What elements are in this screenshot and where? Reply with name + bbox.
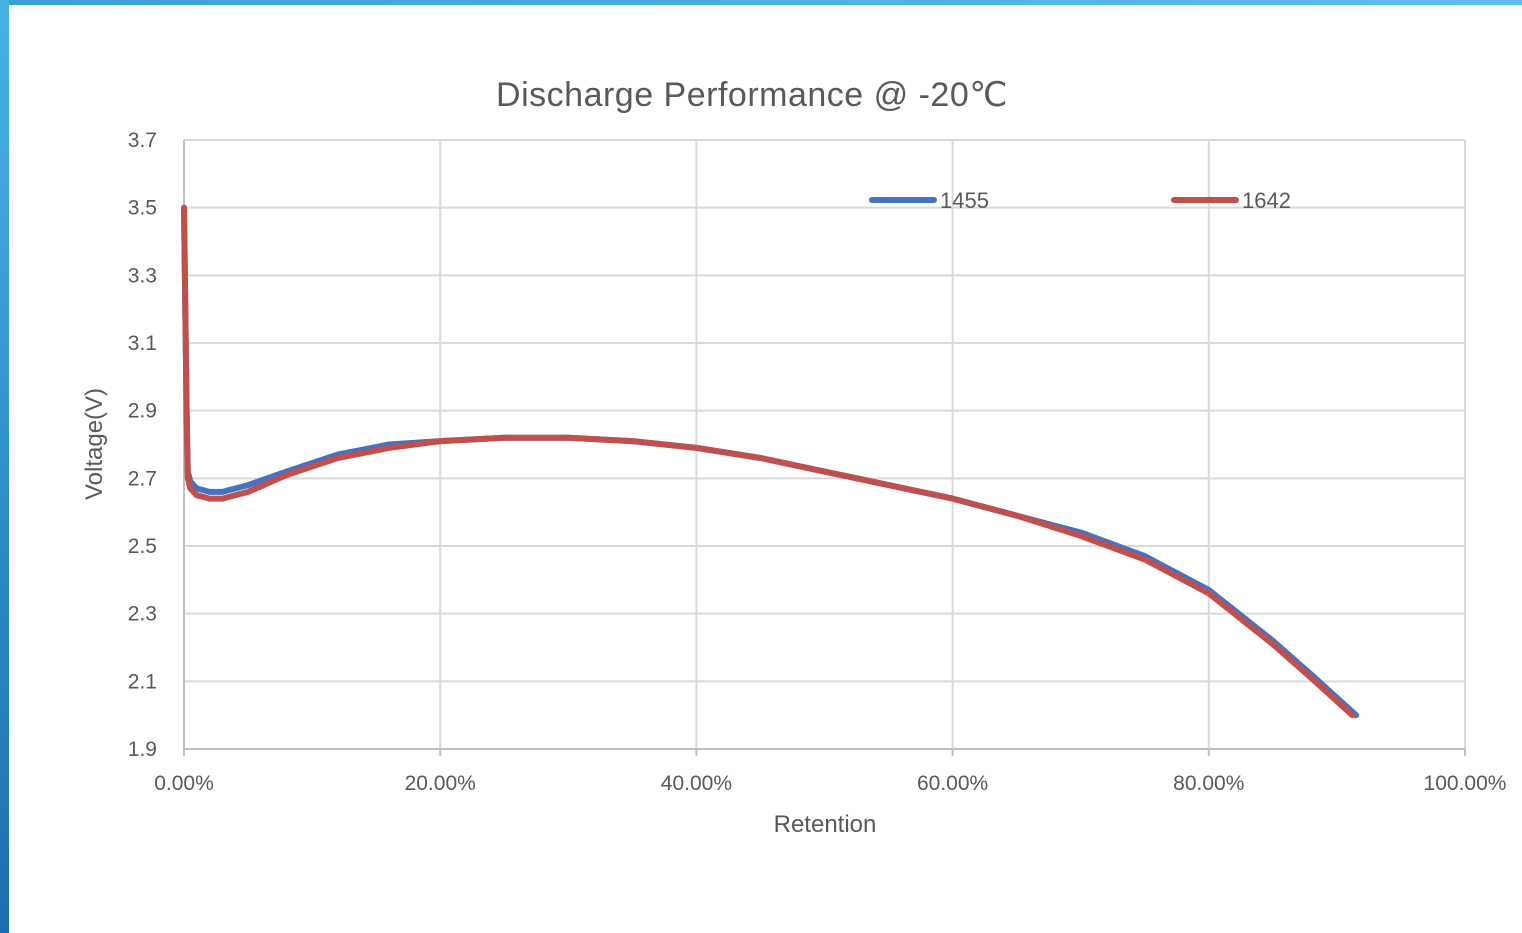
x-tick-label: 80.00% [1173, 772, 1244, 795]
y-tick-label: 3.1 [128, 332, 157, 355]
y-axis-label: Voltage(V) [81, 388, 108, 500]
series-lines [181, 204, 1360, 719]
y-tick-label: 2.5 [128, 535, 157, 558]
legend-label-1455: 1455 [940, 188, 989, 213]
left-border [0, 0, 9, 933]
x-tick-label: 40.00% [661, 772, 732, 795]
y-tick-label: 2.3 [128, 603, 157, 626]
chart-title: Discharge Performance @ -20℃ [496, 76, 1008, 114]
x-tick-label: 100.00% [1424, 772, 1507, 795]
top-border [0, 0, 1522, 5]
x-tick-label: 0.00% [154, 772, 214, 795]
x-axis-label: Retention [774, 811, 877, 838]
y-tick-label: 3.5 [128, 197, 157, 220]
legend: 1455 1642 [869, 188, 1291, 213]
x-tick-labels: 0.00% 20.00% 40.00% 60.00% 80.00% 100.00% [154, 772, 1506, 795]
y-tick-label: 2.1 [128, 670, 157, 693]
y-tick-label: 2.9 [128, 400, 157, 423]
x-tick-label: 60.00% [917, 772, 988, 795]
y-tick-labels: 1.9 2.1 2.3 2.5 2.7 2.9 3.1 3.3 3.5 3.7 [128, 129, 157, 761]
y-tick-label: 1.9 [128, 738, 157, 761]
y-tick-label: 3.3 [128, 264, 157, 287]
series-line-1642 [181, 204, 1356, 719]
y-tick-label: 2.7 [128, 467, 157, 490]
x-tick-label: 20.00% [405, 772, 476, 795]
y-tick-label: 3.7 [128, 129, 157, 152]
legend-label-1642: 1642 [1242, 188, 1291, 213]
